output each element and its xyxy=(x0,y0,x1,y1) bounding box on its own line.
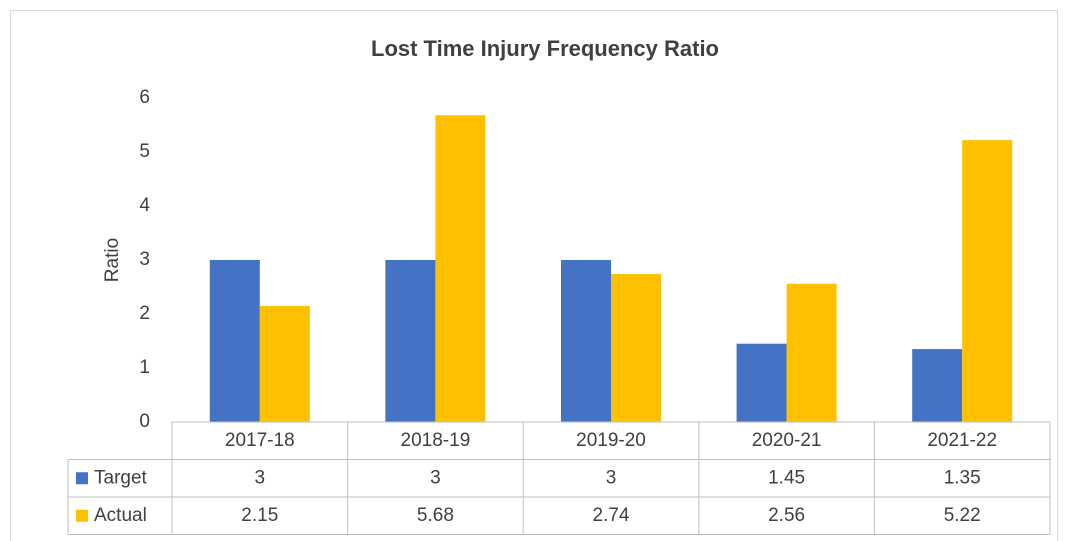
table-value: 3 xyxy=(430,467,441,488)
bar xyxy=(435,115,486,422)
table-value: 2.56 xyxy=(768,505,805,526)
y-tick-label: 2 xyxy=(139,303,150,324)
table-value: 5.22 xyxy=(944,505,981,526)
bar xyxy=(259,305,310,422)
x-tick-label: 2018-19 xyxy=(401,430,471,451)
bar xyxy=(736,343,787,422)
y-tick-label: 3 xyxy=(139,249,150,270)
table-value: 1.35 xyxy=(944,467,981,488)
bar xyxy=(962,140,1013,422)
bar xyxy=(786,283,837,422)
bar xyxy=(209,260,260,422)
table-value: 3 xyxy=(255,467,266,488)
table-value: 2.74 xyxy=(593,505,630,526)
x-tick-label: 2020-21 xyxy=(752,430,822,451)
chart-border xyxy=(10,10,1058,541)
x-tick-label: 2021-22 xyxy=(927,430,997,451)
y-tick-label: 4 xyxy=(139,195,150,216)
bar xyxy=(561,260,611,422)
y-axis-title: Ratio xyxy=(102,238,123,282)
legend-label: Actual xyxy=(94,505,147,526)
x-tick-label: 2017-18 xyxy=(225,430,295,451)
x-tick-label: 2019-20 xyxy=(576,430,646,451)
table-value: 1.45 xyxy=(768,467,805,488)
table-value: 5.68 xyxy=(417,505,454,526)
bar xyxy=(385,260,436,422)
legend-label: Target xyxy=(94,467,148,488)
y-tick-label: 6 xyxy=(139,87,150,108)
chart-title: Lost Time Injury Frequency Ratio xyxy=(371,36,719,61)
y-tick-label: 0 xyxy=(139,411,150,432)
table-value: 2.15 xyxy=(241,505,278,526)
legend-key xyxy=(76,509,88,522)
bar xyxy=(912,349,963,422)
y-tick-label: 1 xyxy=(139,357,150,378)
legend-key xyxy=(76,472,88,485)
table-value: 3 xyxy=(606,467,617,488)
bar xyxy=(611,274,661,422)
y-tick-label: 5 xyxy=(139,141,150,162)
